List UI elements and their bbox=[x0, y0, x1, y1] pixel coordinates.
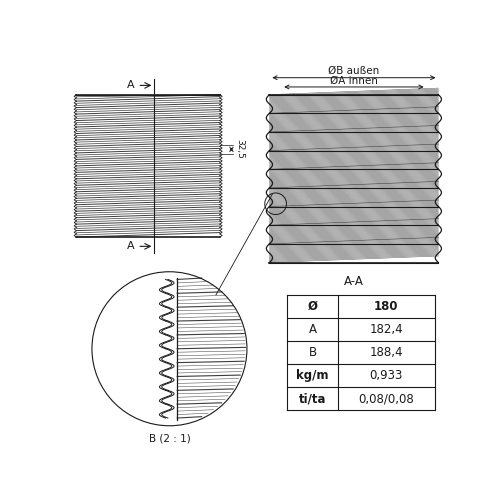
Text: ØB außen: ØB außen bbox=[328, 66, 380, 76]
Text: A: A bbox=[128, 80, 135, 90]
Text: B (2 : 1): B (2 : 1) bbox=[148, 434, 190, 444]
Text: B: B bbox=[308, 346, 316, 359]
Text: 0,933: 0,933 bbox=[370, 369, 403, 382]
Text: 0,08/0,08: 0,08/0,08 bbox=[358, 392, 414, 406]
Text: 188,4: 188,4 bbox=[370, 346, 403, 359]
Text: ØA innen: ØA innen bbox=[330, 76, 378, 86]
Text: A-A: A-A bbox=[344, 275, 364, 288]
Text: kg/m: kg/m bbox=[296, 369, 328, 382]
Text: ti/ta: ti/ta bbox=[298, 392, 326, 406]
Text: 32,5: 32,5 bbox=[236, 140, 244, 160]
Text: Ø: Ø bbox=[308, 300, 318, 313]
Text: 182,4: 182,4 bbox=[369, 323, 403, 336]
Text: 180: 180 bbox=[374, 300, 398, 313]
Text: A: A bbox=[308, 323, 316, 336]
Text: A: A bbox=[128, 242, 135, 252]
